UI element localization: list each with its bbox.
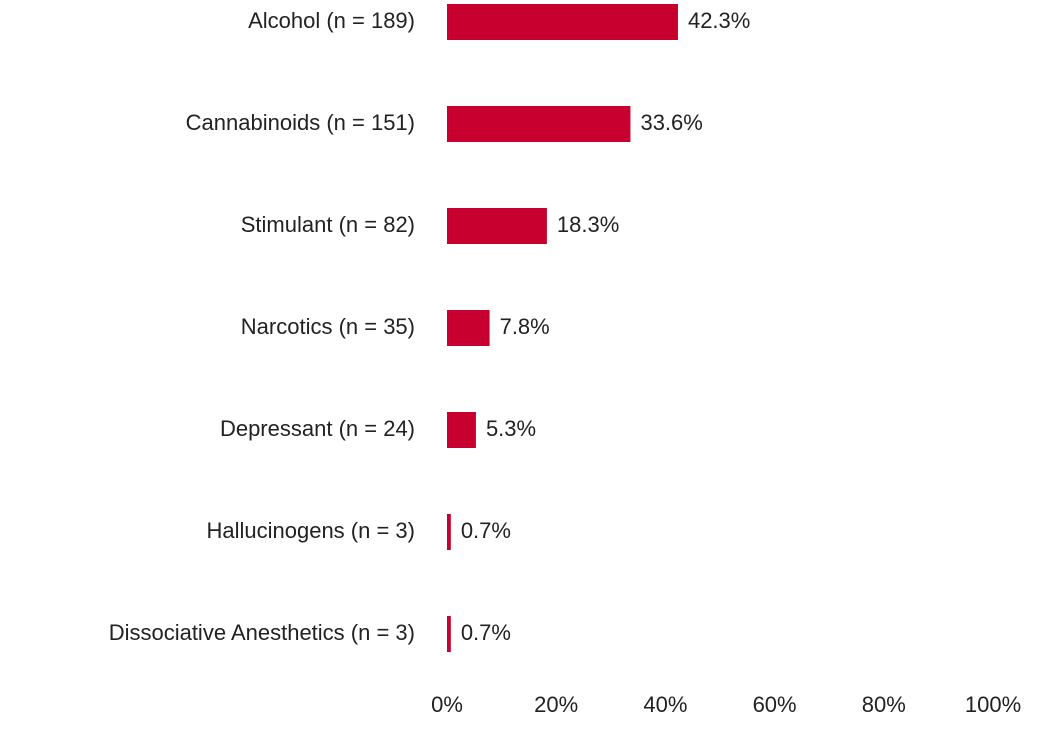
x-tick-label: 100%: [965, 692, 1021, 717]
x-tick-label: 20%: [534, 692, 578, 717]
bar: [447, 106, 631, 142]
data-label: 5.3%: [486, 416, 536, 441]
bar: [447, 412, 476, 448]
bar: [447, 4, 678, 40]
y-tick-label: Stimulant (n = 82): [241, 212, 415, 237]
y-tick-label: Dissociative Anesthetics (n = 3): [109, 620, 415, 645]
data-label: 42.3%: [688, 8, 750, 33]
y-tick-label: Depressant (n = 24): [220, 416, 415, 441]
bar: [447, 310, 490, 346]
data-label: 18.3%: [557, 212, 619, 237]
x-tick-label: 40%: [643, 692, 687, 717]
data-label: 0.7%: [461, 620, 511, 645]
bar: [447, 514, 451, 550]
y-tick-label: Hallucinogens (n = 3): [206, 518, 415, 543]
x-tick-label: 0%: [431, 692, 463, 717]
y-tick-label: Narcotics (n = 35): [241, 314, 415, 339]
x-tick-label: 60%: [753, 692, 797, 717]
y-tick-label: Cannabinoids (n = 151): [186, 110, 415, 135]
bar: [447, 208, 547, 244]
x-tick-label: 80%: [862, 692, 906, 717]
data-label: 0.7%: [461, 518, 511, 543]
data-label: 7.8%: [500, 314, 550, 339]
y-tick-label: Alcohol (n = 189): [248, 8, 415, 33]
data-label: 33.6%: [640, 110, 702, 135]
bar: [447, 616, 451, 652]
